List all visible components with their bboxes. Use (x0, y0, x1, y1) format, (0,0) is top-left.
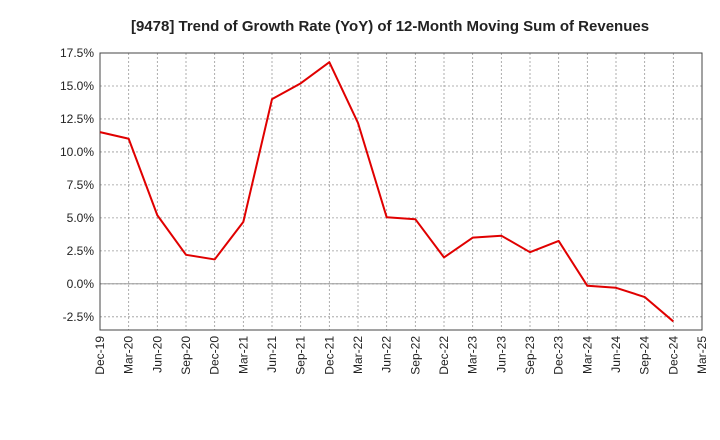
x-tick-label: Mar-20 (122, 336, 136, 374)
x-tick-label: Dec-21 (322, 336, 336, 375)
x-tick-label: Mar-22 (351, 336, 365, 374)
x-tick-label: Sep-20 (179, 336, 193, 375)
x-tick-label: Sep-21 (294, 336, 308, 375)
y-tick-label: 7.5% (67, 178, 95, 192)
x-tick-label: Jun-22 (380, 336, 394, 373)
x-tick-label: Jun-24 (609, 336, 623, 373)
x-tick-label: Mar-23 (466, 336, 480, 374)
plot-border (99, 52, 703, 331)
plot-area: 17.5% 15.0% 12.5% 10.0% 7.5% 5.0% 2.5% 0.0% -2.5… (60, 46, 709, 375)
x-tick-label: Dec-19 (93, 336, 107, 375)
x-tick-label: Dec-24 (666, 336, 680, 375)
x-tick-label: Mar-21 (236, 336, 250, 374)
x-tick-label: Sep-22 (408, 336, 422, 375)
y-tick-label: 12.5% (60, 112, 94, 126)
x-tick-label: Jun-21 (265, 336, 279, 373)
x-tick-label: Sep-24 (638, 336, 652, 375)
y-tick-label: -2.5% (63, 310, 95, 324)
y-tick-label: 0.0% (67, 277, 95, 291)
series-line (99, 61, 674, 323)
x-tick-label: Mar-24 (580, 336, 594, 374)
y-tick-label: 10.0% (60, 145, 94, 159)
y-tick-label: 17.5% (60, 46, 94, 60)
y-tick-label: 2.5% (67, 244, 95, 258)
x-tick-label: Sep-23 (523, 336, 537, 375)
x-tick-label: Mar-25 (695, 336, 709, 374)
x-tick-label: Jun-20 (150, 336, 164, 373)
chart-title: [9478] Trend of Growth Rate (YoY) of 12-… (131, 18, 649, 35)
x-tick-label: Dec-20 (208, 336, 222, 375)
y-tick-label: 15.0% (60, 79, 94, 93)
y-tick-label: 5.0% (67, 211, 95, 225)
x-tick-label: Jun-23 (494, 336, 508, 373)
x-tick-label: Dec-23 (552, 336, 566, 375)
x-tick-label: Dec-22 (437, 336, 451, 375)
